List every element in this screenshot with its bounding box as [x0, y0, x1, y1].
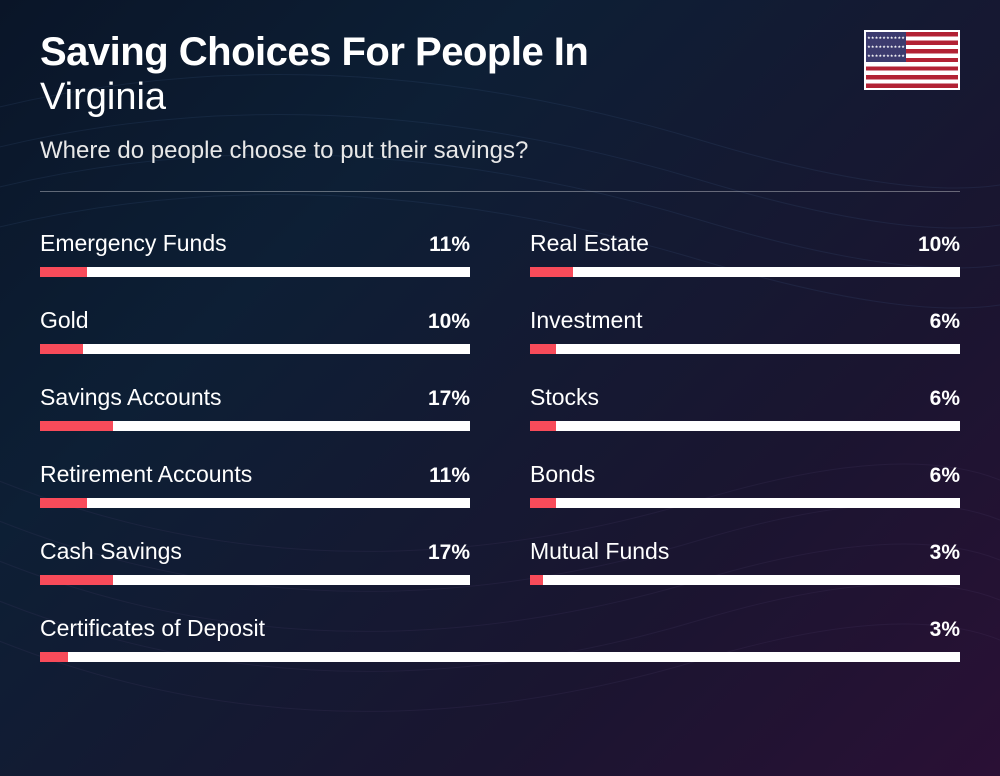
header: Saving Choices For People In Virginia Wh…: [40, 30, 960, 165]
bar-item: Gold 10%: [40, 277, 470, 354]
bar-item: Cash Savings 17%: [40, 508, 470, 585]
bar-label: Stocks: [530, 384, 599, 411]
bar-fill: [530, 498, 556, 508]
bar-item: Real Estate 10%: [530, 200, 960, 277]
bar-label: Bonds: [530, 461, 595, 488]
bar-value: 6%: [930, 387, 960, 411]
bar-track: [530, 498, 960, 508]
bar-label: Real Estate: [530, 230, 649, 257]
bar-fill: [530, 267, 573, 277]
bar-fill: [40, 652, 68, 662]
bar-item: Certificates of Deposit 3%: [40, 585, 960, 662]
bar-value: 17%: [428, 541, 470, 565]
bar-label: Emergency Funds: [40, 230, 227, 257]
chart-grid: Emergency Funds 11% Real Estate 10% Gold 10% I…: [40, 200, 960, 662]
bar-item: Savings Accounts 17%: [40, 354, 470, 431]
bar-label: Gold: [40, 307, 89, 334]
subtitle: Where do people choose to put their savi…: [40, 137, 864, 165]
bar-fill: [530, 344, 556, 354]
bar-item: Emergency Funds 11%: [40, 200, 470, 277]
bar-fill: [530, 575, 543, 585]
bar-item: Investment 6%: [530, 277, 960, 354]
bar-value: 10%: [918, 233, 960, 257]
bar-value: 6%: [930, 310, 960, 334]
bar-item: Stocks 6%: [530, 354, 960, 431]
bar-label: Mutual Funds: [530, 538, 669, 565]
bar-track: [40, 575, 470, 585]
bar-item: Mutual Funds 3%: [530, 508, 960, 585]
title-main: Saving Choices For People In: [40, 30, 864, 74]
bar-track: [40, 498, 470, 508]
bar-fill: [40, 267, 87, 277]
bar-fill: [40, 498, 87, 508]
bar-track: [530, 575, 960, 585]
bar-fill: [40, 421, 113, 431]
bar-value: 10%: [428, 310, 470, 334]
bar-label: Certificates of Deposit: [40, 615, 265, 642]
bar-value: 11%: [429, 233, 470, 257]
bar-fill: [40, 575, 113, 585]
bar-track: [40, 267, 470, 277]
bar-item: Retirement Accounts 11%: [40, 431, 470, 508]
title-region: Virginia: [40, 76, 864, 119]
bar-fill: [530, 421, 556, 431]
bar-track: [40, 421, 470, 431]
bar-value: 17%: [428, 387, 470, 411]
bar-value: 6%: [930, 464, 960, 488]
bar-label: Investment: [530, 307, 643, 334]
bar-fill: [40, 344, 83, 354]
bar-track: [530, 421, 960, 431]
bar-value: 3%: [930, 618, 960, 642]
bar-label: Cash Savings: [40, 538, 182, 565]
bar-value: 11%: [429, 464, 470, 488]
us-flag-icon: ★★★★★★★★★★★★★★★★★★★★★★★★★★★★★★: [864, 30, 960, 90]
bar-track: [530, 344, 960, 354]
bar-label: Savings Accounts: [40, 384, 222, 411]
bar-label: Retirement Accounts: [40, 461, 252, 488]
bar-value: 3%: [930, 541, 960, 565]
bar-track: [530, 267, 960, 277]
bar-track: [40, 344, 470, 354]
bar-track: [40, 652, 960, 662]
bar-item: Bonds 6%: [530, 431, 960, 508]
divider: [40, 191, 960, 192]
